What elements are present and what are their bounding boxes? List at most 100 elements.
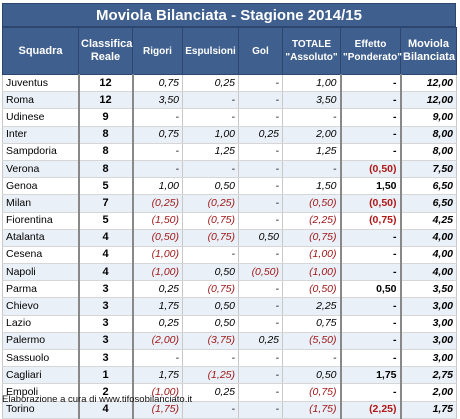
totale-cell: 2,00 xyxy=(282,126,341,144)
gol-cell: - xyxy=(238,143,283,161)
team-name-cell: Sampdoria xyxy=(2,143,79,161)
moviola-cell: 3,50 xyxy=(399,280,457,299)
espulsioni-cell: - xyxy=(182,108,239,127)
totale-cell: 0,75 xyxy=(282,315,341,333)
team-name-cell: Palermo xyxy=(2,332,79,351)
moviola-cell: 7,50 xyxy=(399,160,457,179)
effetto-cell: - xyxy=(339,74,401,93)
table-row: Roma 12 3,50- -3,50-12,00 xyxy=(2,91,457,110)
classifica-cell: 7 xyxy=(77,194,133,213)
team-name-cell: Juventus xyxy=(2,74,79,93)
classifica-cell: 4 xyxy=(77,246,133,265)
team-name-cell: Cagliari xyxy=(2,366,79,385)
classifica-cell: 3 xyxy=(77,280,133,299)
espulsioni-cell: (0,75) xyxy=(182,280,239,299)
moviola-cell: 6,50 xyxy=(399,194,457,213)
moviola-cell: 9,00 xyxy=(399,108,457,127)
col-header-gol: Gol xyxy=(238,27,283,75)
team-name-cell: Atalanta xyxy=(2,229,79,247)
totale-cell: (1,75) xyxy=(282,401,341,419)
gol-cell: - xyxy=(238,349,283,368)
classifica-cell: 3 xyxy=(77,349,133,368)
gol-cell: - xyxy=(238,297,283,316)
effetto-cell: - xyxy=(339,383,401,402)
table-row: Verona 8- - - - (0,50) 7,50 xyxy=(2,160,457,179)
table-row: Chievo 3 1,75 0,50-2,25-3,00 xyxy=(2,297,457,316)
totale-cell: 1,25 xyxy=(282,143,341,161)
espulsioni-cell: - xyxy=(182,349,239,368)
team-name-cell: Fiorentina xyxy=(2,212,79,230)
col-header-effetto: Effetto "Ponderato" xyxy=(340,27,402,75)
rigori-cell: (1,00) xyxy=(131,246,183,265)
effetto-cell: (0,75) xyxy=(339,212,401,230)
team-name-cell: Parma xyxy=(2,280,79,299)
team-name-cell: Lazio xyxy=(2,315,79,333)
classifica-cell: 3 xyxy=(77,315,133,333)
moviola-cell: 3,00 xyxy=(399,315,457,333)
effetto-cell: - xyxy=(339,91,401,110)
table-row: Cesena 4 (1,00) - - (1,00) -4,00 xyxy=(2,246,457,265)
espulsioni-cell: 0,50 xyxy=(182,315,239,333)
rigori-cell: (0,25) xyxy=(131,194,183,213)
rigori-cell: 0,25 xyxy=(131,315,183,333)
gol-cell: - xyxy=(238,401,283,419)
moviola-cell: 2,75 xyxy=(399,366,457,385)
team-name-cell: Chievo xyxy=(2,297,79,316)
totale-cell: - xyxy=(282,160,341,179)
rigori-cell: 0,25 xyxy=(131,280,183,299)
totale-cell: 1,00 xyxy=(282,74,341,93)
gol-cell: (0,50) xyxy=(238,263,283,282)
gol-cell: - xyxy=(238,246,283,265)
col-header-classifica: Classifica Reale xyxy=(78,27,133,75)
moviola-cell: 12,00 xyxy=(399,74,457,93)
table-body: Juventus 12 0,75 0,25-1,00-12,00 Roma 12 3,50-… xyxy=(2,74,457,419)
gol-cell: - xyxy=(238,160,283,179)
team-name-cell: Verona xyxy=(2,160,79,179)
team-name-cell: Sassuolo xyxy=(2,349,79,368)
totale-cell: 2,25 xyxy=(282,297,341,316)
effetto-cell: - xyxy=(339,297,401,316)
espulsioni-cell: (1,25) xyxy=(182,366,239,385)
team-name-cell: Cesena xyxy=(2,246,79,265)
effetto-cell: - xyxy=(339,229,401,247)
espulsioni-cell: 0,50 xyxy=(182,177,239,196)
rigori-cell: (1,50) xyxy=(131,212,183,230)
espulsioni-cell: 0,25 xyxy=(182,383,239,402)
totale-cell: 3,50 xyxy=(282,91,341,110)
classifica-cell: 8 xyxy=(77,126,133,144)
effetto-cell: - xyxy=(339,332,401,351)
gol-cell: - xyxy=(238,74,283,93)
table-row: Cagliari 1 1,75 (1,25) -0,50 1,75 2,75 xyxy=(2,366,457,385)
team-name-cell: Roma xyxy=(2,91,79,110)
classifica-cell: 2 xyxy=(77,383,133,402)
table-row: Udinese 9- - - - -9,00 xyxy=(2,108,457,127)
totale-cell: 0,50 xyxy=(282,366,341,385)
effetto-cell: 1,50 xyxy=(339,177,401,196)
rigori-cell: 1,75 xyxy=(131,366,183,385)
moviola-cell: 4,25 xyxy=(399,212,457,230)
rigori-cell: - xyxy=(131,108,183,127)
effetto-cell: 0,50 xyxy=(339,280,401,299)
gol-cell: - xyxy=(238,366,283,385)
team-name-cell: Genoa xyxy=(2,177,79,196)
espulsioni-cell: 0,50 xyxy=(182,263,239,282)
moviola-cell: 8,00 xyxy=(399,126,457,144)
espulsioni-cell: (0,75) xyxy=(182,212,239,230)
gol-cell: 0,25 xyxy=(238,126,283,144)
header-row: Squadra Classifica Reale Rigori Espulsion… xyxy=(2,27,457,75)
totale-cell: (1,00) xyxy=(282,246,341,265)
team-name-cell: Udinese xyxy=(2,108,79,127)
rigori-cell: (0,50) xyxy=(131,229,183,247)
table-row: Inter 8 0,75 1,00 0,25 2,00-8,00 xyxy=(2,126,457,144)
gol-cell: - xyxy=(238,177,283,196)
team-name-cell: Empoli xyxy=(2,383,79,402)
rigori-cell: 1,00 xyxy=(131,177,183,196)
effetto-cell: - xyxy=(339,143,401,161)
totale-cell: (2,25) xyxy=(282,212,341,230)
effetto-cell: (0,50) xyxy=(339,194,401,213)
moviola-cell: 3,00 xyxy=(399,297,457,316)
espulsioni-cell: - xyxy=(182,246,239,265)
col-header-totale: TOTALE "Assoluto" xyxy=(282,27,341,75)
rigori-cell: 0,75 xyxy=(131,74,183,93)
effetto-cell: - xyxy=(339,315,401,333)
